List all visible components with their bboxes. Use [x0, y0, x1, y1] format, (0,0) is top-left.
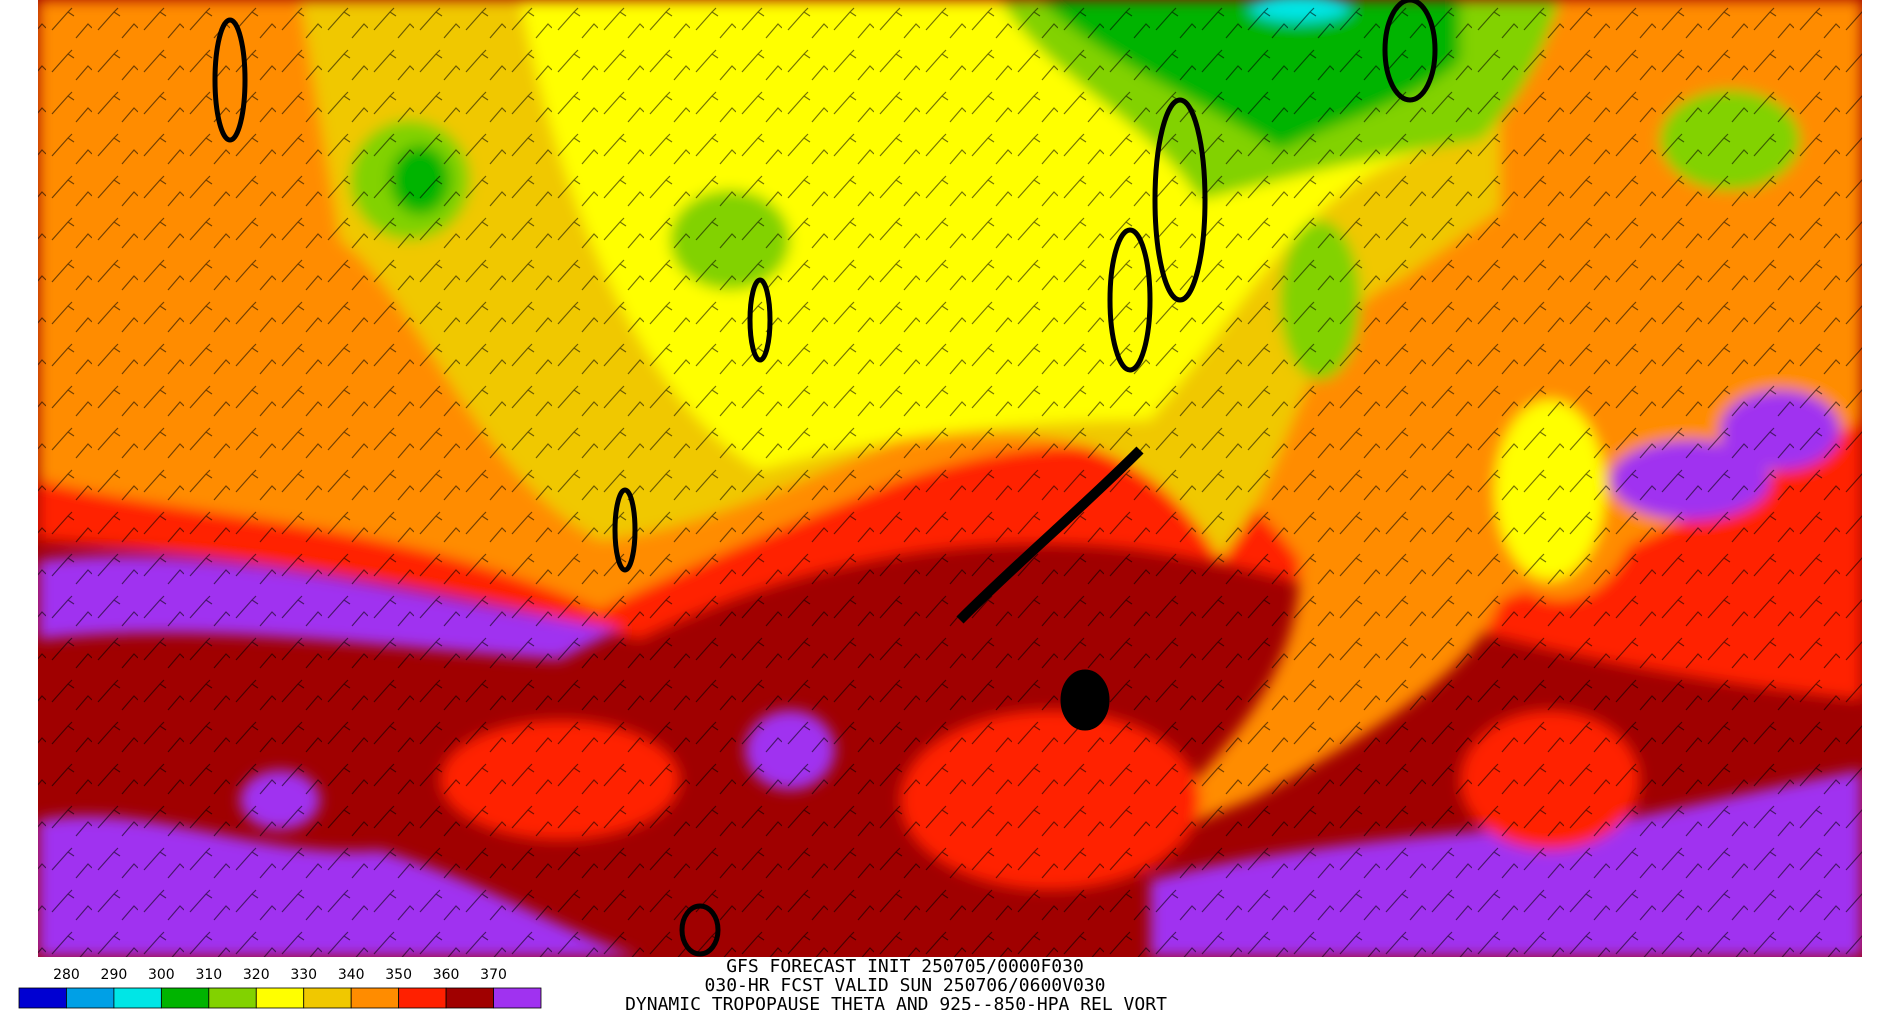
colorbar-label: 340 [338, 967, 365, 983]
colorbar-box [398, 987, 447, 1009]
colorbar-label: 370 [480, 967, 507, 983]
colorbar-box [493, 987, 542, 1009]
colorbar-label: 330 [290, 967, 317, 983]
colorbar-box [18, 987, 67, 1009]
colorbar-label: 280 [53, 967, 80, 983]
title-line: GFS FORECAST INIT 250705/0000F030 [726, 956, 1084, 977]
colorbar-box [445, 987, 494, 1009]
colorbar-box [255, 987, 305, 1009]
colorbar-box [303, 987, 352, 1009]
colorbar: 280 290 300 310 320 330 340 350 360 370 [18, 967, 542, 1009]
colorbar-label: 290 [101, 967, 128, 983]
colorbar-label: 350 [385, 967, 412, 983]
colorbar-label: 320 [243, 967, 270, 983]
title-line: DYNAMIC TROPOPAUSE THETA AND 925--850-HP… [625, 994, 1167, 1010]
colorbar-label: 310 [195, 967, 222, 983]
colorbar-box [350, 987, 400, 1009]
colorbar-label: 360 [433, 967, 460, 983]
colorbar-box [208, 987, 257, 1009]
title-line: 030-HR FCST VALID SUN 250706/0600V030 [705, 975, 1106, 996]
colorbar-label: 300 [148, 967, 175, 983]
map [38, 0, 1862, 957]
colorbar-box [160, 987, 210, 1009]
colorbar-box [66, 987, 115, 1009]
colorbar-box [113, 987, 162, 1009]
